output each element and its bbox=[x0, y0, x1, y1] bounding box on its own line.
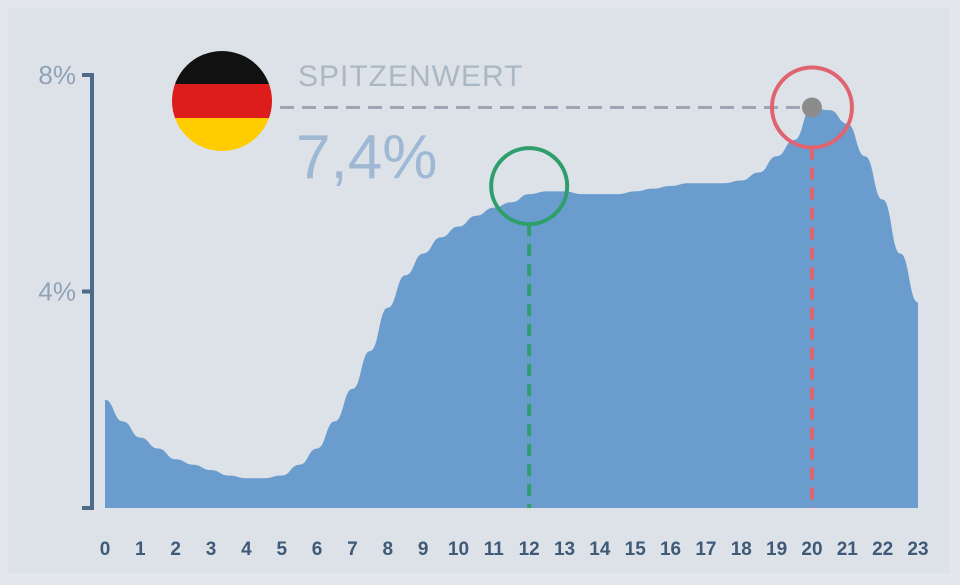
x-tick-label: 5 bbox=[276, 539, 287, 560]
x-tick-label: 23 bbox=[907, 539, 928, 560]
y-tick-label: 8% bbox=[38, 60, 76, 90]
y-axis-ticks: 4% 8% bbox=[38, 60, 94, 510]
peak-value: 7,4% bbox=[296, 123, 437, 192]
x-tick-label: 4 bbox=[241, 539, 252, 560]
x-tick-label: 11 bbox=[484, 539, 505, 560]
x-axis-ticks: 0 1 2 3 4 5 6 7 8 9 10 11 12 13 14 15 16 17 18 19 20 21 22 23 bbox=[100, 539, 929, 560]
x-tick-label: 14 bbox=[589, 539, 611, 560]
peak-label: SPITZENWERT bbox=[298, 60, 523, 93]
x-tick-label: 1 bbox=[135, 539, 146, 560]
x-tick-label: 20 bbox=[801, 539, 822, 560]
y-tick-label: 4% bbox=[38, 277, 76, 307]
germany-flag-icon bbox=[172, 51, 272, 151]
x-tick-label: 0 bbox=[100, 539, 111, 560]
peak-dot bbox=[801, 97, 822, 118]
x-tick-label: 21 bbox=[837, 539, 859, 560]
x-tick-label: 6 bbox=[312, 539, 323, 560]
x-tick-label: 22 bbox=[872, 539, 893, 560]
x-tick-label: 8 bbox=[382, 539, 393, 560]
x-tick-label: 17 bbox=[695, 539, 716, 560]
x-tick-label: 2 bbox=[170, 539, 181, 560]
series-area bbox=[105, 107, 918, 508]
peak-circle bbox=[769, 65, 854, 150]
x-tick-label: 12 bbox=[519, 539, 540, 560]
x-tick-label: 15 bbox=[625, 539, 647, 560]
marker-circle bbox=[489, 146, 570, 227]
x-tick-label: 7 bbox=[347, 539, 358, 560]
x-tick-label: 9 bbox=[418, 539, 429, 560]
x-tick-label: 19 bbox=[766, 539, 787, 560]
x-tick-label: 18 bbox=[731, 539, 752, 560]
x-tick-label: 3 bbox=[206, 539, 217, 560]
x-tick-label: 16 bbox=[660, 539, 681, 560]
x-tick-label: 10 bbox=[448, 539, 469, 560]
x-tick-label: 13 bbox=[554, 539, 575, 560]
